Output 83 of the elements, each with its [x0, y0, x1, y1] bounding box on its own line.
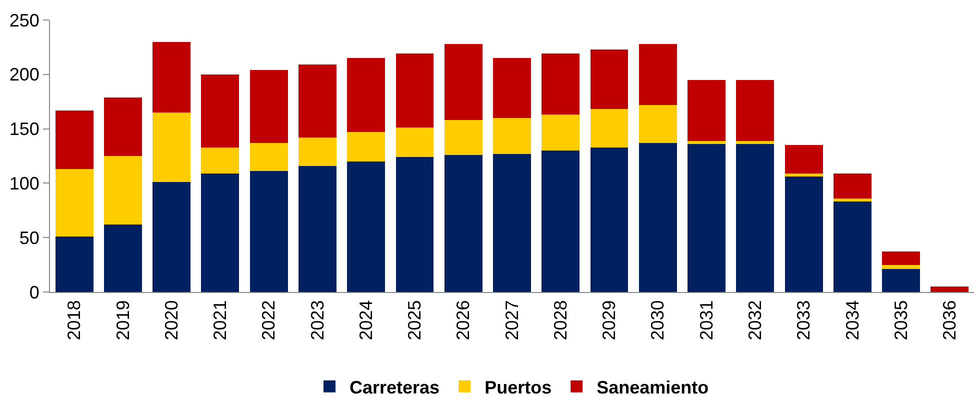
x-tick-label: 2023	[307, 300, 328, 340]
y-tick-label: 100	[9, 174, 40, 194]
bar	[590, 49, 628, 110]
bar	[638, 104, 677, 143]
bar	[638, 142, 677, 292]
bar	[590, 147, 628, 292]
bar	[250, 70, 288, 143]
y-tick-label: 200	[9, 64, 40, 85]
bar	[444, 44, 482, 120]
y-tick-label: 150	[9, 119, 40, 140]
bar	[833, 202, 872, 292]
x-tick-label: 2031	[696, 300, 716, 340]
bar	[493, 118, 531, 154]
bar	[201, 173, 240, 292]
bar	[833, 198, 872, 202]
bar	[736, 140, 774, 144]
bar	[882, 264, 920, 270]
bar	[396, 157, 434, 292]
bar	[688, 144, 726, 292]
x-tick-label: 2032	[745, 300, 766, 340]
x-tick-label: 2029	[599, 300, 620, 340]
x-tick-label: 2021	[210, 300, 230, 340]
bar	[736, 144, 774, 292]
bar	[493, 58, 531, 118]
bar	[882, 269, 920, 292]
bar	[542, 150, 580, 292]
bar	[347, 58, 386, 132]
x-tick-label: 2033	[794, 300, 814, 340]
bar	[542, 54, 580, 115]
x-tick-label: 2030	[648, 300, 668, 340]
bar	[542, 114, 580, 151]
x-tick-label: 2026	[453, 300, 474, 340]
bar	[298, 166, 336, 292]
bar	[250, 171, 288, 292]
y-tick-label: 0	[29, 282, 40, 302]
bar	[638, 44, 677, 105]
bar	[201, 74, 240, 148]
bar	[590, 109, 628, 148]
bar	[444, 154, 482, 292]
bar	[250, 142, 288, 172]
x-tick-label: 2022	[258, 300, 279, 340]
bar	[444, 120, 482, 155]
bar	[882, 252, 920, 265]
bar	[347, 161, 386, 292]
legend-label: Carreteras	[350, 377, 440, 398]
x-tick-label: 2034	[842, 300, 862, 340]
bar	[688, 80, 726, 141]
bar	[104, 97, 142, 156]
x-tick-label: 2028	[550, 300, 570, 340]
bar	[55, 169, 94, 237]
bar	[736, 80, 774, 141]
x-tick-label: 2024	[356, 300, 376, 340]
bar	[152, 182, 191, 292]
bar	[493, 154, 531, 292]
legend-label: Puertos	[484, 377, 552, 398]
bar	[298, 64, 336, 138]
bar	[201, 147, 240, 174]
bar	[152, 112, 191, 182]
bar	[104, 224, 142, 292]
x-tick-label: 2020	[161, 300, 182, 340]
bar	[152, 42, 191, 112]
x-tick-label: 2036	[940, 300, 960, 340]
x-tick-label: 2025	[404, 300, 425, 340]
x-tick-label: 2019	[112, 300, 133, 340]
bar	[55, 110, 94, 170]
x-tick-label: 2018	[64, 300, 84, 340]
legend-label: Saneamiento	[596, 377, 709, 398]
bar	[347, 132, 386, 162]
x-tick-label: 2027	[502, 300, 522, 340]
bar	[104, 156, 142, 225]
x-tick-label: 2035	[890, 300, 911, 340]
bar	[396, 128, 434, 158]
bar	[833, 173, 872, 198]
bar	[930, 286, 969, 292]
bar	[784, 173, 823, 177]
bar	[784, 176, 823, 292]
y-tick-label: 50	[19, 228, 40, 248]
y-tick-label: 250	[9, 10, 40, 30]
bar	[396, 54, 434, 128]
bar	[55, 236, 94, 292]
bar	[298, 138, 336, 166]
bar	[688, 140, 726, 144]
bar	[784, 145, 823, 174]
